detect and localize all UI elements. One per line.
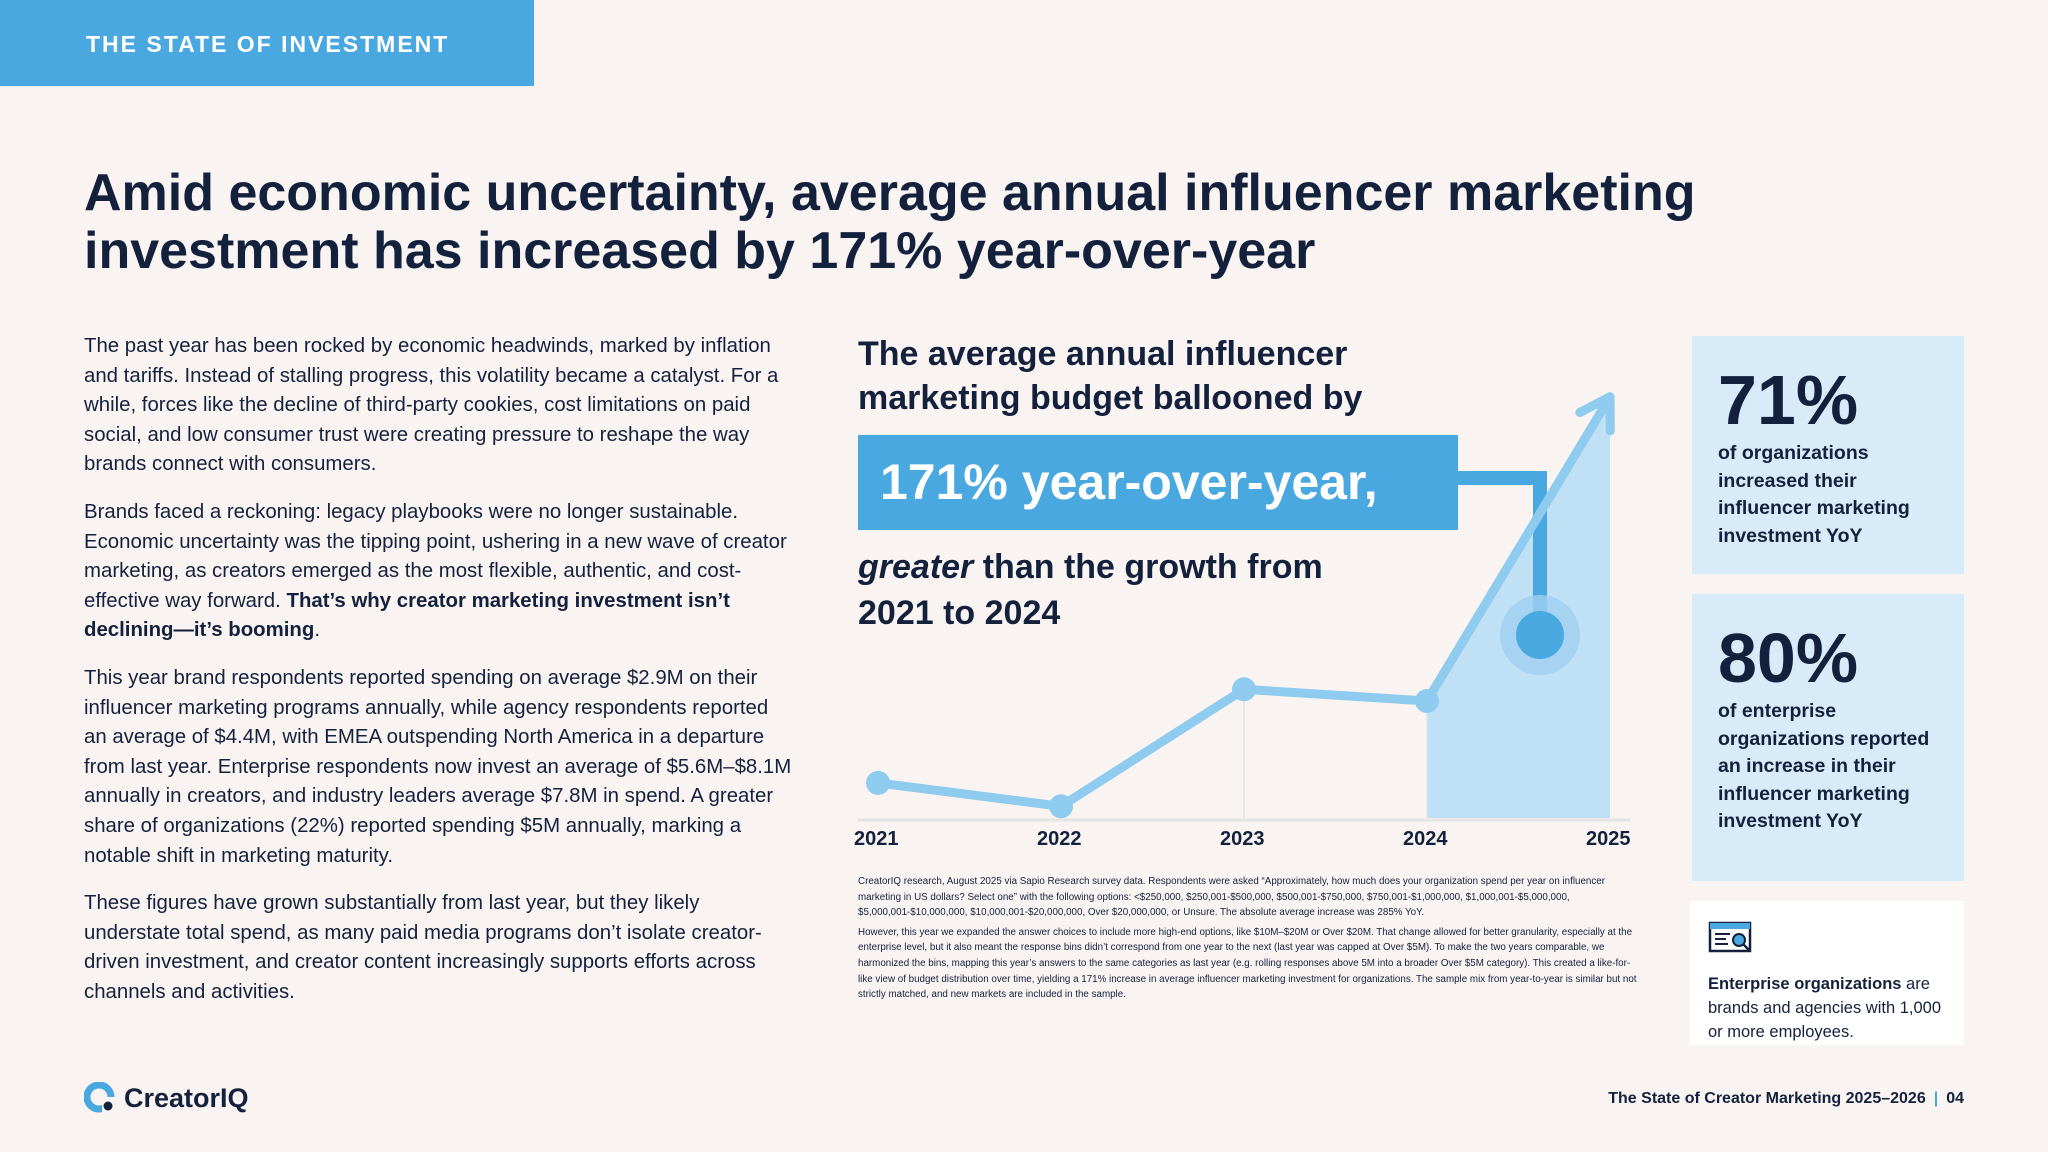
callout-marker xyxy=(1516,611,1564,659)
x-tick-2024: 2024 xyxy=(1403,828,1448,850)
callout-subtext: greater than the growth from 2021 to 202… xyxy=(858,544,1378,636)
data-point-2024 xyxy=(1415,689,1439,713)
callout-connector xyxy=(1458,471,1547,635)
stat-label: of organizations increased their influen… xyxy=(1718,442,1910,547)
callout-title: The average annual influencer marketing … xyxy=(858,335,1363,417)
stat-card-organizations: 71% of organizations increased their inf… xyxy=(1692,336,1964,574)
footer-title: The State of Creator Marketing 2025–2026 xyxy=(1608,1090,1926,1107)
page-footer: The State of Creator Marketing 2025–2026… xyxy=(1608,1090,1964,1108)
footnote-paragraph-1: CreatorIQ research, August 2025 via Sapi… xyxy=(858,876,1605,919)
callout-rest: than the growth from 2021 to 2024 xyxy=(858,548,1323,632)
x-tick-2025: 2025 xyxy=(1586,828,1631,850)
body-paragraph-1: The past year has been rocked by economi… xyxy=(84,335,779,476)
x-tick-2023: 2023 xyxy=(1220,828,1265,850)
definition-text: Enterprise organizations are brands and … xyxy=(1708,972,1946,1044)
definition-rest: are brands and agencies with 1,000 or mo… xyxy=(1708,975,1941,1041)
footer-divider: | xyxy=(1933,1090,1939,1107)
creatoriq-logo-icon xyxy=(84,1082,116,1114)
callout-emphasis: greater xyxy=(858,548,974,586)
footnote-paragraph-2: However, this year we expanded the answe… xyxy=(858,926,1637,1001)
search-document-icon xyxy=(1708,921,1752,953)
data-point-2021 xyxy=(866,770,890,795)
stat-value: 71% xyxy=(1718,361,1859,439)
x-tick-2021: 2021 xyxy=(854,828,899,850)
creatoriq-logo: CreatorIQ xyxy=(84,1082,249,1114)
body-text: The past year has been rocked by economi… xyxy=(84,332,796,1025)
body-paragraph-2-bold: That’s why creator marketing investment … xyxy=(84,589,730,642)
page-headline: Amid economic uncertainty, average annua… xyxy=(84,164,1696,280)
data-point-2023 xyxy=(1232,677,1256,702)
page-number: 04 xyxy=(1946,1090,1964,1107)
body-paragraph-3: This year brand respondents reported spe… xyxy=(84,666,792,867)
body-paragraph-2-end: . xyxy=(314,619,321,642)
data-point-2022 xyxy=(1049,794,1073,819)
logo-text: CreatorIQ xyxy=(124,1082,249,1113)
definition-note: Enterprise organizations are brands and … xyxy=(1690,901,1964,1045)
callout-highlight: 171% year-over-year, xyxy=(858,435,1458,530)
chart-canvas xyxy=(858,392,1630,822)
body-paragraph-2-text: Brands faced a reckoning: legacy playboo… xyxy=(84,500,787,612)
definition-term: Enterprise organizations xyxy=(1708,975,1902,993)
stat-label: of enterprise organizations reported an … xyxy=(1718,700,1930,832)
stat-value: 80% xyxy=(1718,619,1859,697)
section-tab: THE STATE OF INVESTMENT xyxy=(0,0,534,86)
body-paragraph-4: These figures have grown substantially f… xyxy=(84,892,762,1003)
x-tick-2022: 2022 xyxy=(1037,828,1082,850)
stat-card-enterprise: 80% of enterprise organizations reported… xyxy=(1692,594,1964,881)
data-point-2025-arrow xyxy=(1575,392,1615,436)
budget-growth-chart: The average annual influencer marketing … xyxy=(840,320,1660,850)
body-paragraph-2: Brands faced a reckoning: legacy playboo… xyxy=(84,498,796,646)
chart-footnote: CreatorIQ research, August 2025 via Sapi… xyxy=(858,874,1638,1007)
